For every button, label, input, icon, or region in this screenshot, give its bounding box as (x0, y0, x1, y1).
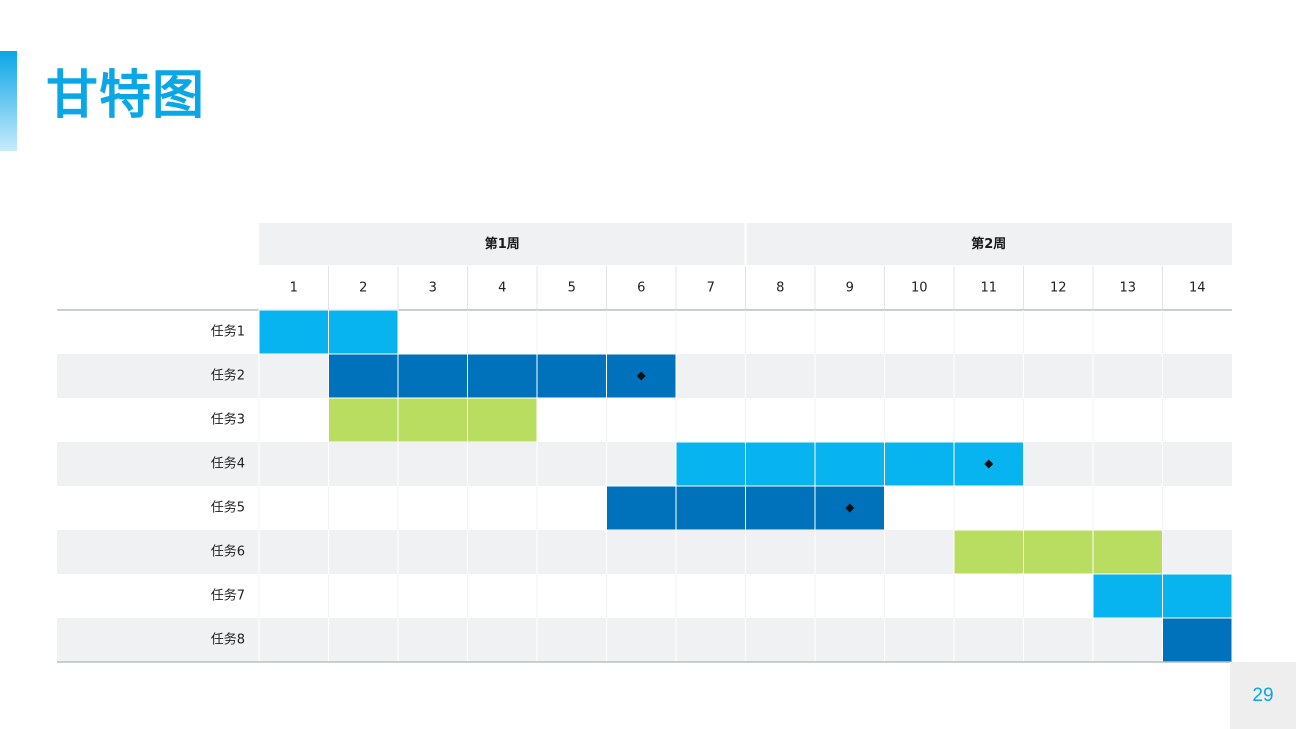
day-header-label: 8 (776, 281, 784, 296)
page-number-box: 29 (1230, 662, 1296, 729)
row-background (57, 442, 1232, 486)
task-label: 任务6 (211, 544, 245, 560)
task-bar-cell (328, 309, 399, 355)
task-bar-cell (606, 485, 677, 531)
day-header-label: 9 (846, 281, 854, 296)
task-label: 任务2 (211, 368, 245, 384)
task-label: 任务3 (211, 412, 245, 428)
task-bar-cell (884, 441, 955, 487)
week-header-label: 第1周 (485, 236, 520, 252)
task-label: 任务7 (211, 588, 245, 604)
task-label: 任务1 (211, 324, 245, 340)
week-header-label: 第2周 (971, 236, 1006, 252)
day-header-label: 3 (429, 281, 437, 296)
page-number: 29 (1252, 685, 1274, 706)
task-label: 任务8 (211, 632, 245, 648)
task-bar-cell (467, 353, 538, 399)
task-bar-cell (328, 353, 399, 399)
day-header-cell (1093, 266, 1163, 310)
day-header-cell (954, 266, 1024, 310)
day-header-cell (537, 266, 607, 310)
week-header-cell (745, 223, 1232, 266)
day-header-label: 2 (359, 281, 367, 296)
milestone-marker (636, 371, 646, 381)
task-bar-cell (675, 441, 746, 487)
task-label: 任务5 (211, 500, 245, 516)
day-header-label: 11 (980, 281, 997, 296)
milestone-marker (984, 459, 994, 469)
day-header-cell (398, 266, 468, 310)
task-bar-cell (258, 309, 329, 355)
task-bar-cell (675, 485, 746, 531)
day-header-cell (745, 266, 815, 310)
week-header-cell (259, 223, 746, 266)
task-bar-cell (1092, 529, 1163, 575)
day-header-cell (606, 266, 676, 310)
day-header-label: 14 (1189, 281, 1206, 296)
day-header-label: 5 (568, 281, 576, 296)
day-header-label: 10 (911, 281, 928, 296)
task-bar-cell (814, 441, 885, 487)
task-bar-cell (953, 441, 1024, 487)
milestone-marker (845, 503, 855, 513)
day-header-label: 1 (290, 281, 298, 296)
task-bar-cell (397, 353, 468, 399)
task-bar-cell (1162, 617, 1233, 663)
day-header-label: 7 (707, 281, 715, 296)
day-header-cell (467, 266, 537, 310)
task-bar-cell (536, 353, 607, 399)
day-header-cell (1023, 266, 1093, 310)
task-label: 任务4 (211, 456, 245, 472)
page-title: 甘特图 (46, 66, 206, 126)
title-accent-bar (0, 51, 17, 151)
task-bar-cell (328, 397, 399, 443)
task-bar-cell (745, 441, 816, 487)
day-header-cell (328, 266, 398, 310)
task-bar-cell (953, 529, 1024, 575)
day-header-cell (259, 266, 329, 310)
day-header-label: 12 (1050, 281, 1067, 296)
task-bar-cell (745, 485, 816, 531)
task-bar-cell (467, 397, 538, 443)
task-bar-cell (1023, 529, 1094, 575)
day-header-label: 4 (498, 281, 506, 296)
day-header-cell (884, 266, 954, 310)
day-header-label: 6 (637, 281, 645, 296)
day-header-cell (676, 266, 746, 310)
day-header-label: 13 (1119, 281, 1136, 296)
day-header-cell (1162, 266, 1232, 310)
day-header-cell (815, 266, 885, 310)
task-bar-cell (397, 397, 468, 443)
task-bar-cell (1162, 573, 1233, 619)
task-bar-cell (1092, 573, 1163, 619)
row-background (57, 618, 1232, 662)
